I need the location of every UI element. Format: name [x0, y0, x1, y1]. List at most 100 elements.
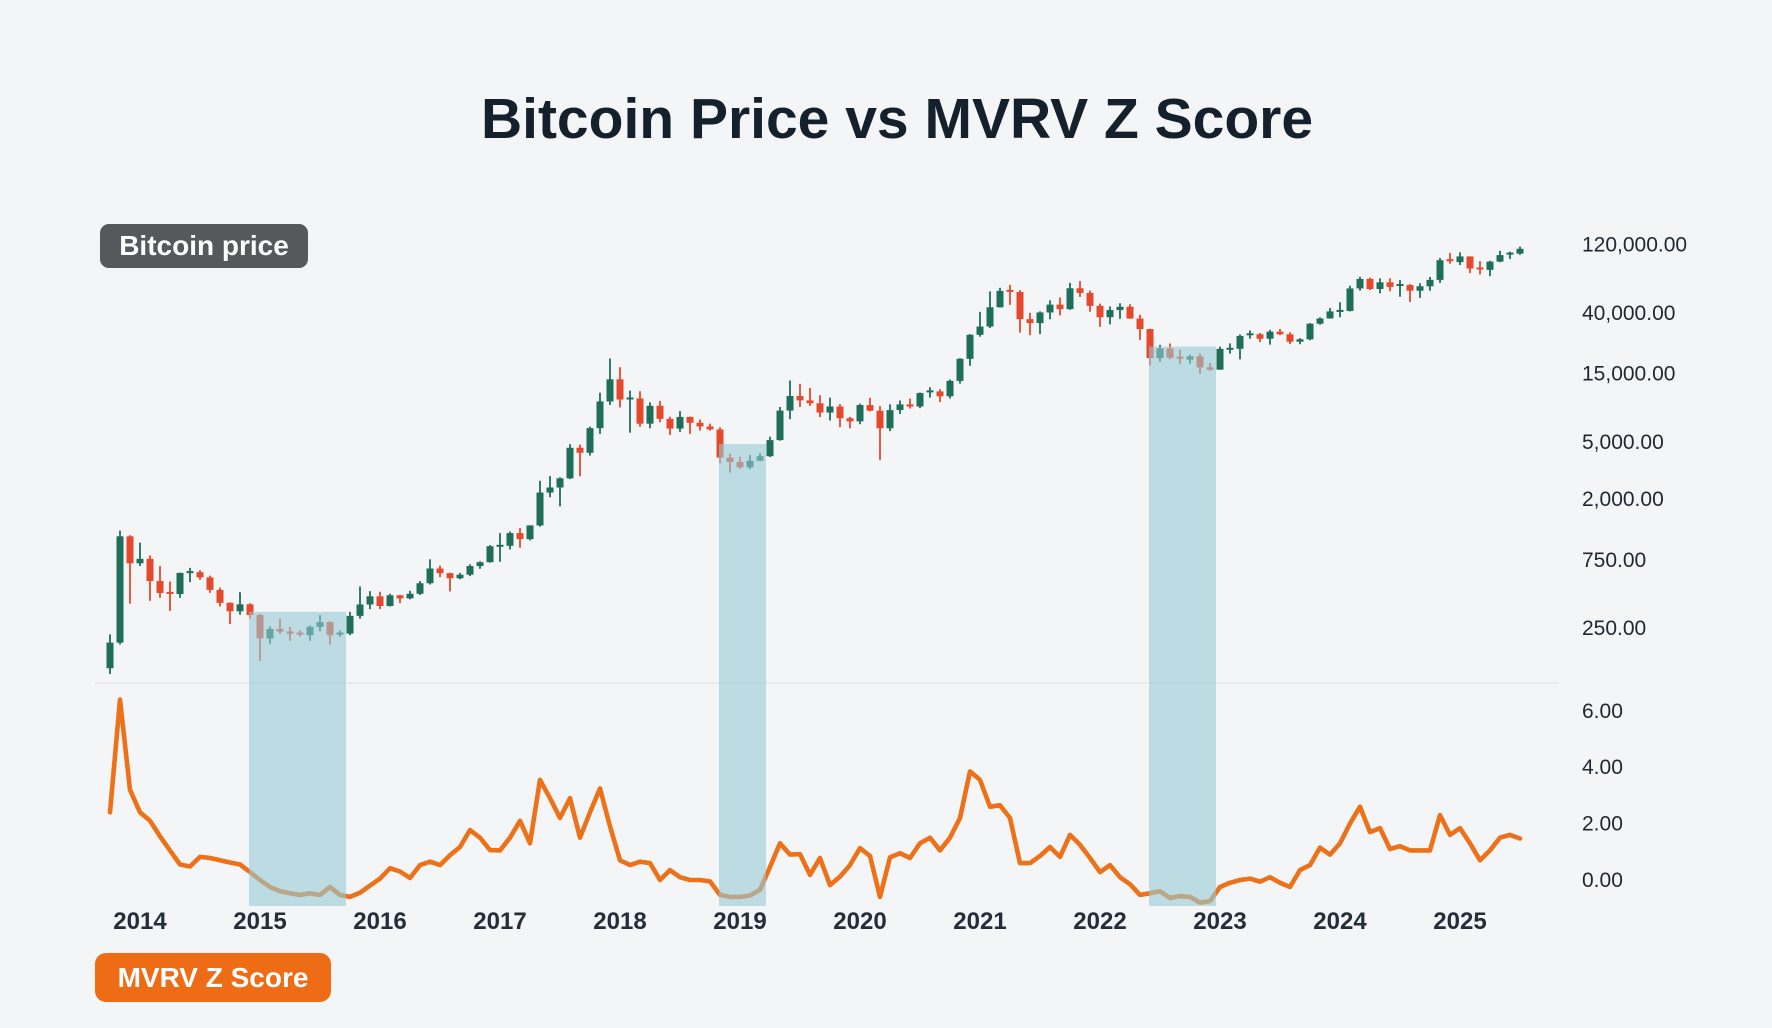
candle-body: [836, 406, 844, 419]
candle-body: [1366, 278, 1374, 289]
year-tick-label: 2017: [473, 908, 526, 935]
candle-body: [766, 440, 774, 457]
candle-body: [496, 544, 504, 547]
candle-body: [826, 406, 834, 413]
candle-body: [1036, 312, 1044, 324]
candle-body: [1386, 282, 1394, 287]
candle-body: [1346, 288, 1354, 311]
candle-body: [986, 307, 994, 327]
candle-body: [646, 405, 654, 424]
zscore-tick-label: 0.00: [1582, 869, 1623, 892]
candle-body: [916, 393, 924, 407]
candle-body: [1076, 288, 1084, 293]
candle-body: [1506, 252, 1514, 255]
candle-body: [1126, 306, 1134, 319]
candle-body: [786, 396, 794, 411]
candle-body: [876, 410, 884, 429]
candle-body: [1326, 311, 1334, 319]
year-tick-label: 2022: [1073, 908, 1126, 935]
candle-body: [136, 558, 144, 564]
candle-body: [1216, 348, 1224, 370]
candle-body: [346, 615, 354, 634]
zscore-tick-label: 4.00: [1582, 756, 1623, 779]
candle-body: [436, 568, 444, 574]
candle-body: [856, 405, 864, 422]
price-tick-label: 250.00: [1582, 617, 1646, 640]
year-tick-label: 2018: [593, 908, 646, 935]
candle-body: [466, 566, 474, 575]
candle-body: [1436, 260, 1444, 280]
candle-body: [566, 447, 574, 479]
candle-body: [1356, 278, 1364, 289]
candle-body: [596, 401, 604, 429]
candle-body: [1146, 329, 1154, 359]
candle-body: [516, 533, 524, 540]
year-tick-label: 2021: [953, 908, 1006, 935]
year-tick-label: 2014: [113, 908, 167, 935]
chart-title: Bitcoin Price vs MVRV Z Score: [481, 87, 1313, 151]
candle-body: [416, 583, 424, 594]
candle-body: [176, 572, 184, 595]
candle-body: [1286, 334, 1294, 342]
candle-body: [1376, 282, 1384, 289]
highlight-band: [1149, 346, 1216, 906]
year-tick-label: 2015: [233, 908, 286, 935]
candle-body: [1226, 347, 1234, 350]
candle-body: [476, 562, 484, 567]
year-tick-label: 2019: [713, 908, 766, 935]
price-tick-label: 120,000.00: [1582, 234, 1687, 257]
candle-body: [156, 581, 164, 593]
candle-body: [1086, 292, 1094, 306]
candle-body: [1276, 331, 1284, 335]
candle-body: [1446, 259, 1454, 262]
candle-body: [536, 492, 544, 526]
candle-body: [1516, 248, 1524, 254]
bitcoin-price-legend-label: Bitcoin price: [119, 230, 289, 261]
candle-body: [696, 422, 704, 427]
candle-body: [1066, 288, 1074, 310]
candle-body: [1416, 286, 1424, 291]
candle-body: [576, 447, 584, 453]
candle-body: [1476, 267, 1484, 270]
zscore-tick-label: 2.00: [1582, 813, 1623, 836]
candle-body: [1046, 304, 1054, 313]
price-tick-label: 40,000.00: [1582, 302, 1675, 325]
candle-body: [546, 487, 554, 493]
candle-body: [676, 416, 684, 429]
candle-body: [216, 589, 224, 603]
candle-body: [1486, 261, 1494, 270]
candle-body: [1056, 304, 1064, 310]
price-axis: 120,000.00 40,000.00 15,000.00 5,000.00 2,00…: [1582, 234, 1687, 640]
candle-body: [926, 390, 934, 393]
year-tick-label: 2016: [353, 908, 406, 935]
candle-body: [626, 397, 634, 400]
candle-body: [246, 604, 254, 616]
candle-body: [906, 404, 914, 407]
candle-body: [1096, 305, 1104, 318]
candle-body: [456, 574, 464, 579]
candle-body: [1406, 285, 1414, 291]
candle-body: [886, 410, 894, 429]
candle-body: [946, 380, 954, 397]
candle-body: [706, 426, 714, 430]
candle-body: [196, 572, 204, 578]
zscore-tick-label: 6.00: [1582, 700, 1623, 723]
candle-body: [1496, 255, 1504, 262]
candle-body: [656, 405, 664, 419]
candle-body: [716, 429, 724, 458]
candle-body: [936, 391, 944, 397]
candle-body: [1456, 256, 1464, 263]
candle-body: [206, 577, 214, 590]
candle-body: [686, 416, 694, 423]
candle-body: [1116, 306, 1124, 311]
highlight-bands: [249, 346, 1216, 906]
zscore-axis: 6.00 4.00 2.00 0.00: [1582, 700, 1623, 892]
candle-body: [666, 418, 674, 429]
candle-body: [606, 379, 614, 402]
candle-body: [1266, 331, 1274, 339]
candle-body: [1236, 335, 1244, 349]
year-axis: 2014 2015 2016 2017 2018 2019 2020 2021 2022 2023…: [113, 908, 1486, 935]
year-tick-label: 2025: [1433, 908, 1486, 935]
